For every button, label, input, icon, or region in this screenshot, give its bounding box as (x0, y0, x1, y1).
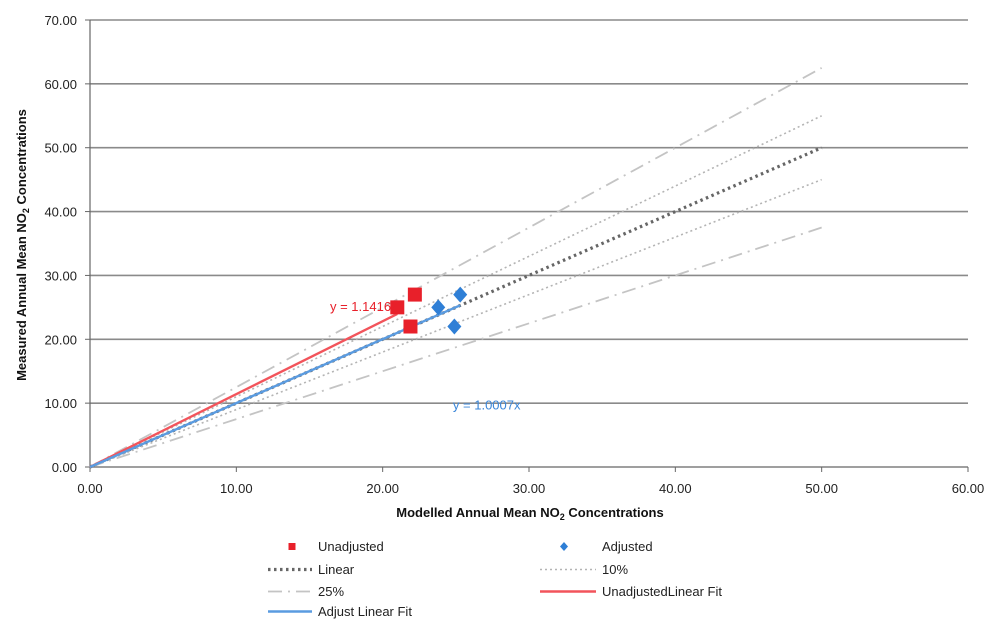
legend-item-adjusted: Adjusted (560, 539, 653, 554)
gridlines (90, 19, 968, 404)
x-axis-title: Modelled Annual Mean NO2 Concentrations (396, 505, 663, 522)
point-adjusted (453, 286, 468, 303)
legend-label: 25% (318, 584, 344, 599)
y-tick-label: 50.00 (44, 141, 77, 156)
x-tick-label: 60.00 (952, 481, 985, 496)
legend-label: Adjust Linear Fit (318, 604, 412, 619)
legend-marker-diamond (560, 542, 568, 551)
y-tick-labels: 0.00 10.00 20.00 30.00 40.00 50.00 60.00 70.00 (44, 13, 77, 475)
x-tick-labels: 0.00 10.00 20.00 30.00 40.00 50.00 60.00 (77, 481, 984, 496)
legend-label: Linear (318, 562, 355, 577)
legend-label: 10% (602, 562, 628, 577)
reference-lines (89, 67, 823, 469)
point-unadjusted (407, 287, 422, 302)
x-tick-label: 20.00 (366, 481, 399, 496)
y-tick-label: 30.00 (44, 268, 77, 283)
ref-line-10-0 (89, 115, 823, 468)
legend-item-adjustlinearfit: Adjust Linear Fit (268, 604, 412, 619)
legend-item-unadjusted: Unadjusted (288, 539, 384, 554)
x-tick-label: 10.00 (220, 481, 253, 496)
legend-label: UnadjustedLinear Fit (602, 584, 722, 599)
point-unadjusted (390, 300, 405, 315)
y-tick-label: 10.00 (44, 396, 77, 411)
legend-marker-square (288, 543, 296, 550)
legend-item-unadjustedlinearfit: UnadjustedLinear Fit (540, 584, 722, 599)
point-adjusted (431, 299, 446, 316)
data-points (390, 286, 468, 335)
legend-item-10: 10% (540, 562, 628, 577)
x-tick-label: 0.00 (77, 481, 102, 496)
y-tick-label: 20.00 (44, 332, 77, 347)
x-tick-label: 50.00 (805, 481, 838, 496)
legend-label: Adjusted (602, 539, 653, 554)
legend-item-25: 25% (268, 584, 344, 599)
legend-label: Unadjusted (318, 539, 384, 554)
y-tick-label: 40.00 (44, 205, 77, 220)
y-tick-label: 60.00 (44, 77, 77, 92)
point-unadjusted (403, 319, 418, 334)
axes (85, 19, 969, 472)
legend: Unadjusted Adjusted Linear 10% 25% Unadjusted… (268, 539, 722, 619)
x-tick-label: 30.00 (513, 481, 546, 496)
y-axis-title: Measured Annual Mean NO2 Concentrations (14, 109, 31, 381)
y-tick-label: 0.00 (52, 460, 77, 475)
fit-line-adjustlinearfit (89, 304, 461, 469)
y-tick-label: 70.00 (44, 13, 77, 28)
x-tick-label: 40.00 (659, 481, 692, 496)
point-adjusted (447, 318, 462, 335)
ref-line-10-1 (89, 178, 822, 468)
legend-item-linear: Linear (268, 562, 355, 577)
fit-line-unadjustedlinearfit (89, 312, 398, 469)
fit-equation-1: y = 1.0007x (453, 398, 521, 413)
fit-equations: y = 1.1416x y = 1.0007x (330, 299, 521, 412)
fit-equation-0: y = 1.1416x (330, 299, 398, 314)
ref-line-25-1 (89, 226, 822, 468)
